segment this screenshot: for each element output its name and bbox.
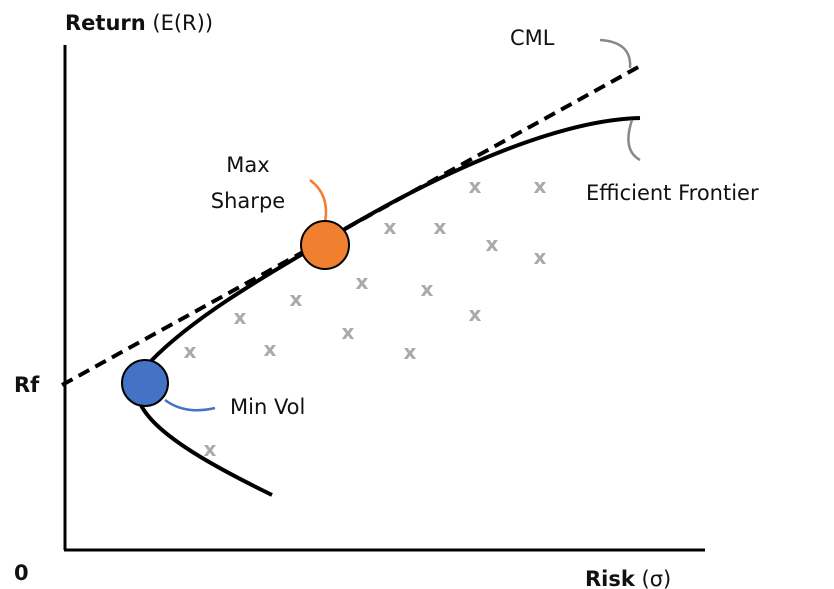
portfolio-marker: x bbox=[342, 320, 355, 344]
max-sharpe-point bbox=[301, 221, 349, 269]
portfolio-marker: x bbox=[404, 340, 417, 364]
portfolio-marker: x bbox=[469, 302, 482, 326]
portfolio-marker: x bbox=[290, 287, 303, 311]
portfolio-marker: x bbox=[184, 339, 197, 363]
portfolio-marker: x bbox=[264, 337, 277, 361]
portfolio-marker: x bbox=[384, 215, 397, 239]
max-sharpe-label-line1: Max bbox=[226, 153, 269, 177]
min-vol-label: Min Vol bbox=[230, 395, 305, 419]
efficient-frontier-diagram: Return (E(R)) Risk (σ) 0 Rf xxxxxxxxxxxx… bbox=[0, 0, 834, 589]
min-vol-point bbox=[122, 360, 168, 406]
portfolio-marker: x bbox=[534, 174, 547, 198]
frontier-label: Efficient Frontier bbox=[586, 181, 759, 205]
rf-label: Rf bbox=[14, 373, 40, 397]
portfolio-marker: x bbox=[421, 277, 434, 301]
origin-label: 0 bbox=[14, 561, 29, 585]
max-sharpe-connector bbox=[310, 180, 326, 222]
frontier-bracket bbox=[628, 120, 640, 160]
portfolio-marker: x bbox=[234, 305, 247, 329]
cml-bracket bbox=[600, 40, 630, 68]
cml-label: CML bbox=[510, 26, 555, 50]
portfolio-marker: x bbox=[469, 174, 482, 198]
portfolio-marker: x bbox=[434, 215, 447, 239]
min-vol-connector bbox=[165, 400, 215, 410]
portfolio-marker: x bbox=[534, 245, 547, 269]
portfolio-marker: x bbox=[486, 232, 499, 256]
max-sharpe-label-line2: Sharpe bbox=[211, 189, 285, 213]
portfolio-marker: x bbox=[356, 270, 369, 294]
y-axis-label: Return (E(R)) bbox=[65, 11, 213, 35]
x-axis-label: Risk (σ) bbox=[585, 567, 671, 589]
